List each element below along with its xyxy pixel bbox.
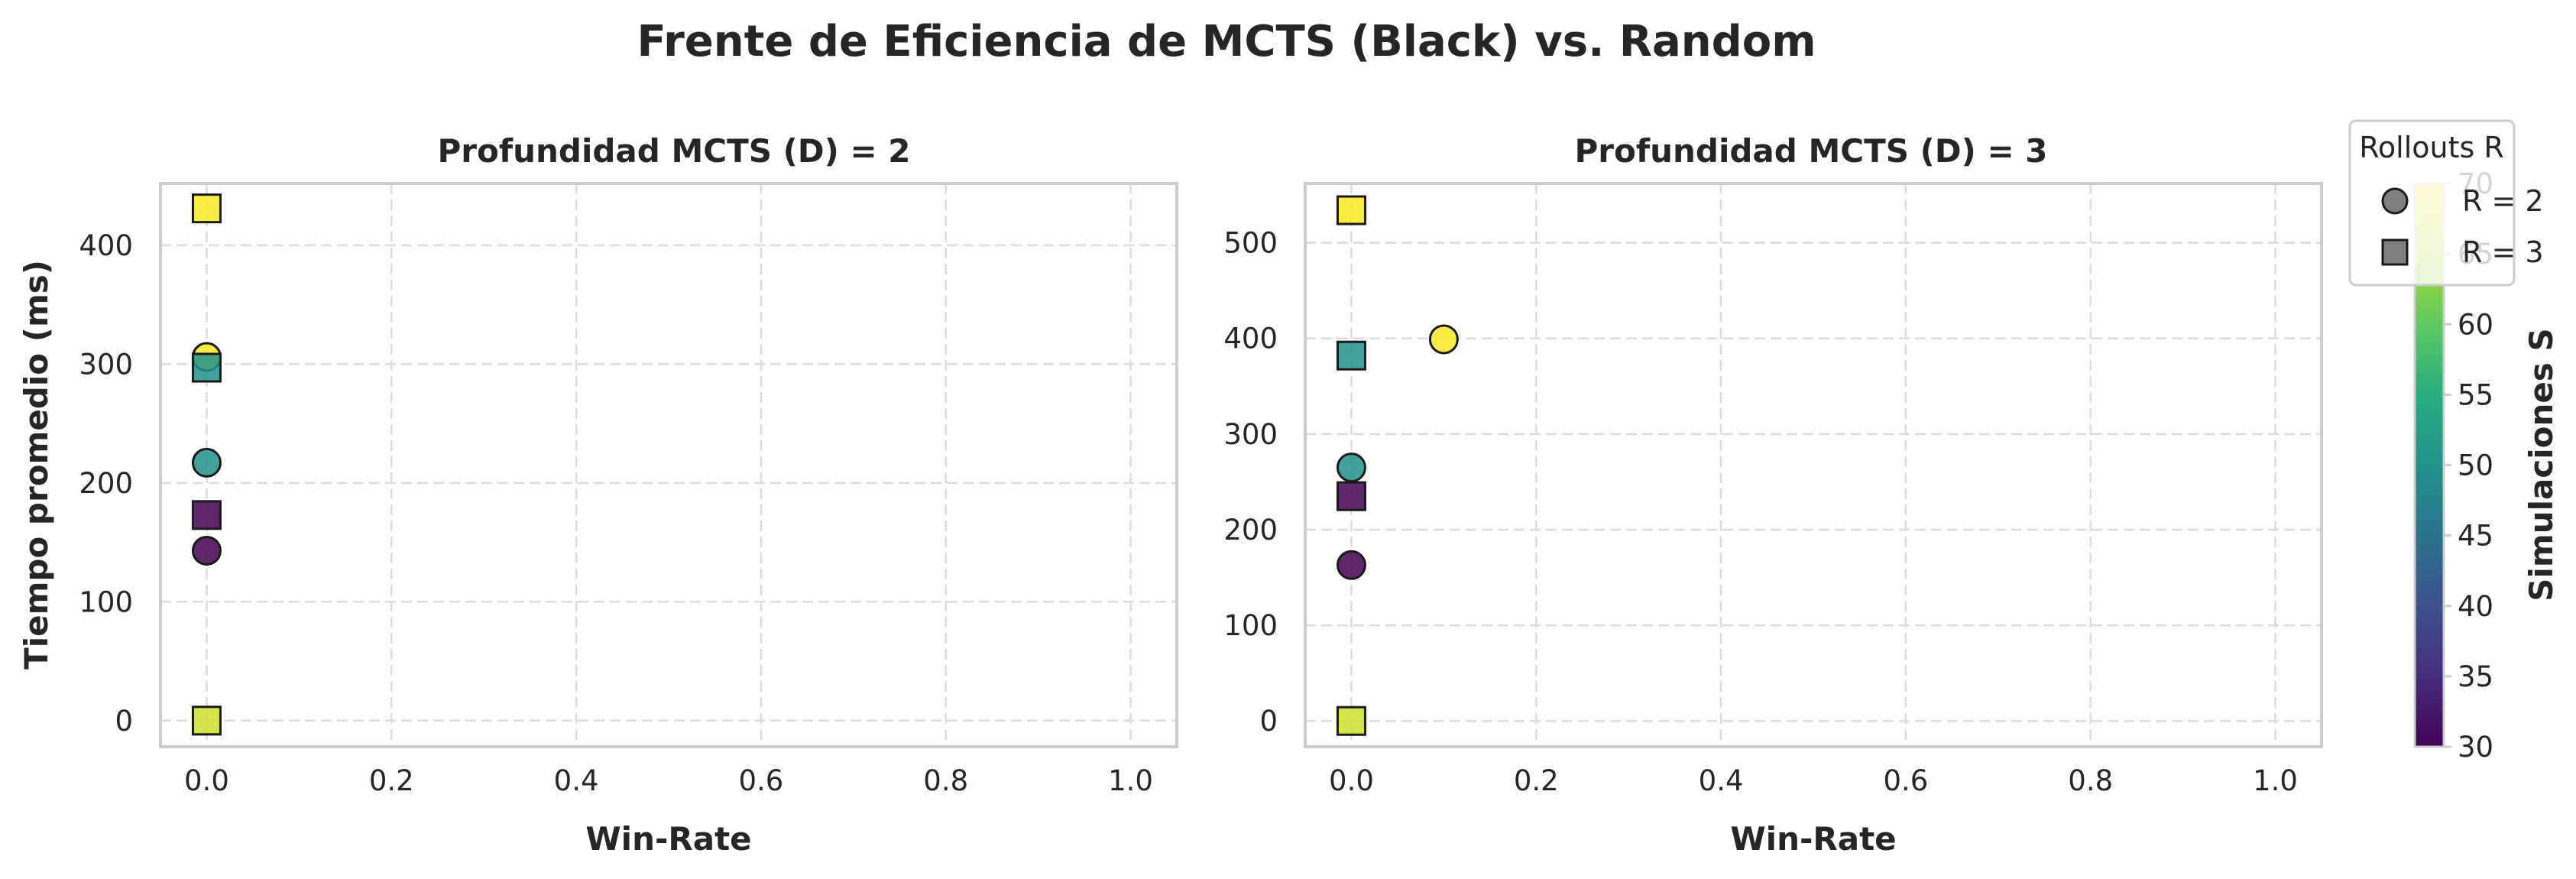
data-point-r3 <box>1336 340 1366 371</box>
y-tick-label: 0 <box>1259 705 1278 738</box>
panel-d2: Profundidad MCTS (D) = 2 0.0 0.2 0.4 0.6 0.8… <box>18 132 1178 858</box>
data-point-r2 <box>1336 452 1366 483</box>
data-point-r3 <box>1336 481 1366 511</box>
panel-d2-x-ticks: 0.0 0.2 0.4 0.6 0.8 1.0 <box>184 764 1153 797</box>
y-tick-label: 0 <box>115 705 133 738</box>
y-tick-label: 400 <box>79 229 133 262</box>
legend-entry-r3: R = 3 <box>2462 235 2544 269</box>
panel-d3-grid <box>1305 183 2322 747</box>
panel-d3-points <box>1336 195 1459 736</box>
x-tick-label: 0.8 <box>2068 764 2113 797</box>
y-tick-label: 400 <box>1223 323 1278 355</box>
y-tick-label: 300 <box>79 348 133 381</box>
figure-title: Frente de Eficiencia de MCTS (Black) vs.… <box>637 17 1816 66</box>
x-tick-label: 0.8 <box>923 764 968 797</box>
data-point-r3 <box>191 705 222 736</box>
y-tick-label: 300 <box>1223 418 1278 451</box>
colorbar-tick-label: 35 <box>2458 660 2493 693</box>
y-tick-label: 200 <box>1223 514 1278 547</box>
x-tick-label: 0.0 <box>184 764 229 797</box>
panel-d3-y-ticks: 0 100 200 300 400 500 <box>1223 227 1278 738</box>
x-tick-label: 0.6 <box>1883 764 1928 797</box>
x-tick-label: 0.4 <box>1699 764 1744 797</box>
y-tick-label: 100 <box>1223 609 1278 642</box>
data-point-r3 <box>1336 195 1366 225</box>
x-tick-label: 0.2 <box>1514 764 1559 797</box>
y-tick-label: 200 <box>79 467 133 500</box>
x-tick-label: 0.2 <box>369 764 414 797</box>
panel-d3-title: Profundidad MCTS (D) = 3 <box>1574 132 2047 170</box>
colorbar-tick-label: 45 <box>2458 520 2493 553</box>
colorbar-tick-label: 30 <box>2458 731 2493 764</box>
y-tick-label: 500 <box>1223 227 1278 260</box>
panel-d3: Profundidad MCTS (D) = 3 0.0 0.2 0.4 0.6 0.8… <box>1223 132 2323 858</box>
colorbar-tick-label: 40 <box>2458 590 2493 623</box>
legend-entry-r2: R = 2 <box>2462 184 2544 218</box>
panel-d3-x-ticks: 0.0 0.2 0.4 0.6 0.8 1.0 <box>1329 764 2298 797</box>
legend: Rollouts R R = 2 R = 3 <box>2348 119 2544 287</box>
x-tick-label: 0.0 <box>1329 764 1374 797</box>
legend-title: Rollouts R <box>2359 131 2504 164</box>
data-point-r3 <box>191 193 222 224</box>
legend-square-marker <box>2381 238 2409 266</box>
x-tick-label: 1.0 <box>2253 764 2298 797</box>
x-tick-label: 0.4 <box>554 764 599 797</box>
panel-d3-frame <box>1304 182 2323 748</box>
colorbar-label: Simulaciones S <box>2523 328 2560 601</box>
panel-d2-y-axis-label: Tiempo promedio (ms) <box>18 260 55 670</box>
data-point-r2 <box>1428 324 1459 355</box>
legend-circle-marker <box>2381 187 2409 215</box>
panel-d2-grid <box>160 183 1177 747</box>
panel-d3-x-axis-label: Win-Rate <box>1730 820 1896 858</box>
panel-d2-x-axis-label: Win-Rate <box>585 820 751 858</box>
colorbar-tick-label: 55 <box>2458 378 2493 411</box>
data-point-r3 <box>1336 705 1366 736</box>
colorbar-tick-label: 50 <box>2458 449 2493 482</box>
colorbar: 303540455055606570 Simulaciones S <box>2413 167 2560 764</box>
data-point-r2 <box>191 447 222 478</box>
data-point-r3 <box>191 352 222 383</box>
x-tick-label: 0.6 <box>738 764 783 797</box>
data-point-r2 <box>1336 550 1366 580</box>
colorbar-tick-label: 60 <box>2458 308 2493 341</box>
panel-d2-title: Profundidad MCTS (D) = 2 <box>437 132 910 170</box>
panel-d2-frame <box>159 182 1178 748</box>
x-tick-label: 1.0 <box>1108 764 1153 797</box>
data-point-r3 <box>191 500 222 530</box>
data-point-r2 <box>191 535 222 566</box>
panel-d2-points <box>191 193 222 736</box>
panel-d2-y-ticks: 0 100 200 300 400 <box>79 229 133 738</box>
y-tick-label: 100 <box>79 585 133 618</box>
